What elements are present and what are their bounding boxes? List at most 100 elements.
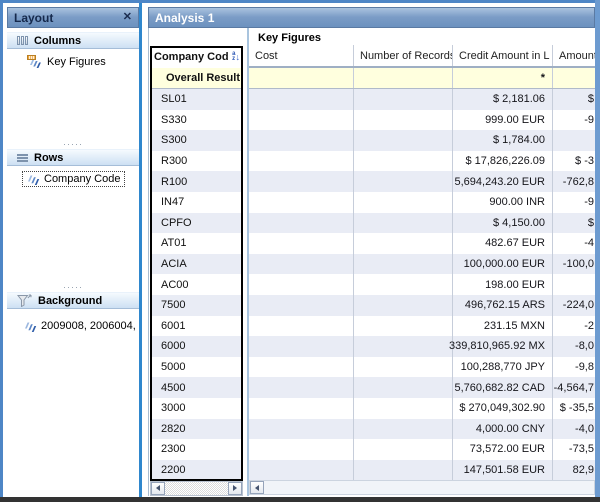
cell-cost[interactable] bbox=[249, 212, 354, 234]
result-records-cell[interactable] bbox=[354, 68, 453, 88]
cell-amount[interactable]: -4 bbox=[584, 237, 594, 250]
row-header-cell[interactable]: 5000 bbox=[161, 361, 186, 374]
row-header-cell[interactable]: 6001 bbox=[161, 319, 186, 332]
cell-cost[interactable] bbox=[249, 356, 354, 378]
row-header-cell[interactable]: S300 bbox=[150, 130, 243, 151]
cell-records[interactable] bbox=[354, 253, 453, 275]
cell-records[interactable] bbox=[354, 150, 453, 172]
scroll-track[interactable] bbox=[165, 482, 228, 495]
panel-splitter-border[interactable] bbox=[139, 3, 142, 497]
cell-cost[interactable] bbox=[249, 89, 354, 110]
scroll-track[interactable] bbox=[264, 481, 594, 494]
cell-records[interactable] bbox=[354, 459, 453, 481]
scroll-left-button[interactable] bbox=[250, 481, 264, 495]
cell-cost[interactable] bbox=[249, 294, 354, 316]
cell-amount[interactable]: -73,5 bbox=[568, 443, 594, 456]
cell-credit[interactable]: $ 270,049,302.90 bbox=[453, 397, 553, 419]
cell-amount[interactable] bbox=[553, 130, 595, 151]
background-section-header[interactable]: Background bbox=[7, 292, 139, 309]
row-header-cell[interactable]: 4500 bbox=[150, 377, 243, 398]
cell-amount[interactable]: -4,0 bbox=[575, 422, 594, 435]
result-credit-cell[interactable]: * bbox=[453, 68, 553, 88]
cell-records[interactable] bbox=[354, 130, 453, 151]
cell-amount[interactable]: -9 bbox=[584, 196, 594, 209]
header-cost[interactable]: Cost bbox=[249, 45, 354, 66]
key-figures-axis-row[interactable]: Key Figures bbox=[249, 28, 595, 45]
cell-records[interactable] bbox=[354, 315, 453, 337]
cell-credit[interactable]: $ 2,181.06 bbox=[453, 89, 553, 110]
cell-cost[interactable] bbox=[249, 418, 354, 440]
cell-amount[interactable] bbox=[553, 274, 595, 295]
row-header-cell[interactable]: 7500 bbox=[150, 294, 243, 316]
cell-records[interactable] bbox=[354, 294, 453, 316]
section-splitter[interactable]: ····· bbox=[63, 282, 83, 292]
cell-amount[interactable]: -2 bbox=[584, 319, 594, 332]
cell-credit[interactable]: $ 17,826,226.09 bbox=[453, 150, 553, 172]
cell-records[interactable] bbox=[354, 274, 453, 295]
cell-records[interactable] bbox=[354, 233, 453, 254]
cell-credit[interactable]: 100,288,770 JPY bbox=[453, 356, 553, 378]
cell-credit[interactable]: 482.67 EUR bbox=[453, 233, 553, 254]
section-splitter[interactable]: ····· bbox=[63, 139, 83, 149]
cell-credit[interactable]: 147,501.58 EUR bbox=[453, 459, 553, 481]
cell-credit[interactable]: $ 4,150.00 bbox=[453, 212, 553, 234]
cell-records[interactable] bbox=[354, 356, 453, 378]
cell-credit[interactable]: 496,762.15 ARS bbox=[453, 294, 553, 316]
row-header-cell[interactable]: R100 bbox=[150, 171, 243, 192]
header-number-of-records[interactable]: Number of Records bbox=[354, 45, 453, 66]
overall-result-row-header[interactable]: Overall Result bbox=[150, 68, 243, 89]
row-header-cell[interactable]: 2820 bbox=[150, 418, 243, 440]
close-icon[interactable]: ✕ bbox=[122, 11, 132, 23]
row-header-cell[interactable]: S330 bbox=[161, 113, 187, 126]
cell-cost[interactable] bbox=[249, 459, 354, 481]
scroll-left-button[interactable] bbox=[151, 481, 165, 495]
cell-credit[interactable]: 5,760,682.82 CAD bbox=[453, 377, 553, 398]
row-header-cell[interactable]: R300 bbox=[161, 155, 188, 168]
result-amount-cell[interactable] bbox=[553, 68, 595, 88]
cell-credit[interactable]: 339,810,965.92 MX bbox=[449, 336, 553, 357]
cell-records[interactable] bbox=[354, 171, 453, 192]
cell-amount[interactable]: 82,9 bbox=[572, 463, 594, 476]
cell-credit[interactable]: $ 1,784.00 bbox=[453, 130, 553, 151]
cell-cost[interactable] bbox=[249, 233, 354, 254]
cell-credit[interactable]: 73,572.00 EUR bbox=[453, 439, 553, 460]
result-cost-cell[interactable] bbox=[249, 68, 354, 88]
cell-cost[interactable] bbox=[249, 253, 354, 275]
scroll-right-button[interactable] bbox=[228, 481, 242, 495]
row-header-cell[interactable]: 3000 bbox=[161, 402, 186, 415]
cell-credit[interactable]: 198.00 EUR bbox=[453, 274, 553, 295]
cell-cost[interactable] bbox=[249, 109, 354, 131]
row-header-cell[interactable]: 2200 bbox=[150, 459, 243, 481]
cell-cost[interactable] bbox=[249, 439, 354, 460]
cell-amount[interactable]: -9,8 bbox=[575, 361, 594, 374]
cell-cost[interactable] bbox=[249, 377, 354, 398]
cell-records[interactable] bbox=[354, 109, 453, 131]
cell-cost[interactable] bbox=[249, 171, 354, 192]
rows-section-header[interactable]: Rows bbox=[7, 149, 139, 166]
row-header-cell[interactable]: 2300 bbox=[161, 443, 186, 456]
row-header-cell[interactable]: IN47 bbox=[161, 196, 185, 209]
cell-amount[interactable]: -100,0 bbox=[562, 258, 594, 271]
layout-item-key-figures[interactable]: Key Figures bbox=[27, 53, 106, 70]
cell-credit[interactable]: 231.15 MXN bbox=[453, 315, 553, 337]
data-horizontal-scrollbar[interactable] bbox=[249, 480, 595, 496]
cell-amount[interactable]: -9 bbox=[584, 113, 594, 126]
cell-amount[interactable]: $ bbox=[587, 93, 594, 106]
cell-credit[interactable]: 999.00 EUR bbox=[453, 109, 553, 131]
row-header-cell[interactable]: SL01 bbox=[150, 89, 243, 110]
cell-cost[interactable] bbox=[249, 397, 354, 419]
row-header-cell[interactable]: CPFO bbox=[150, 212, 243, 234]
cell-amount[interactable]: -762,8 bbox=[562, 175, 594, 188]
cell-cost[interactable] bbox=[249, 315, 354, 337]
cell-records[interactable] bbox=[354, 191, 453, 213]
cell-cost[interactable] bbox=[249, 130, 354, 151]
cell-records[interactable] bbox=[354, 397, 453, 419]
cell-records[interactable] bbox=[354, 212, 453, 234]
cell-records[interactable] bbox=[354, 439, 453, 460]
cell-amount[interactable]: $ bbox=[587, 216, 594, 229]
columns-section-header[interactable]: Columns bbox=[7, 32, 139, 49]
row-header-horizontal-scrollbar[interactable] bbox=[150, 480, 243, 496]
cell-credit[interactable]: 5,694,243.20 EUR bbox=[453, 171, 553, 192]
